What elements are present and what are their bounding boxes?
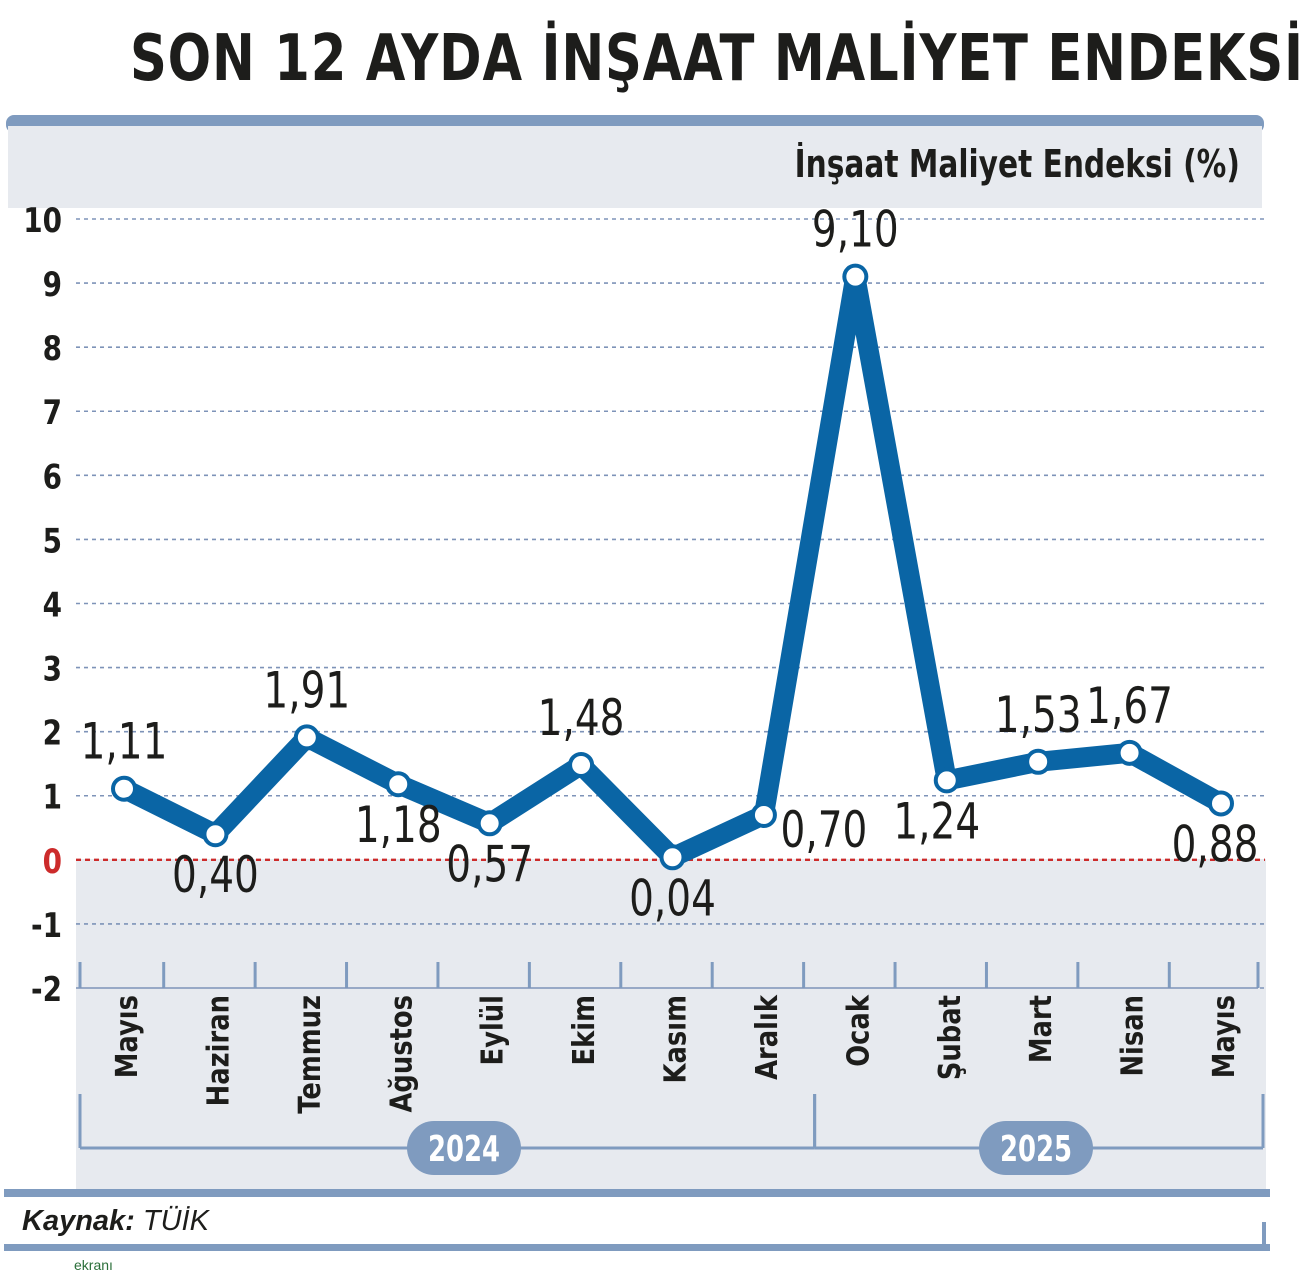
x-tick-label: Nisan <box>1115 995 1150 1077</box>
watermark: ekranı <box>74 1257 113 1273</box>
data-point <box>842 263 869 290</box>
data-label: 1,18 <box>355 795 442 854</box>
y-tick-label: 2 <box>43 714 62 753</box>
y-tick-label: -1 <box>31 906 62 945</box>
x-tick-label: Haziran <box>201 995 236 1106</box>
footer-frame-tick <box>1262 1222 1266 1246</box>
y-tick-label: 3 <box>43 650 62 689</box>
x-tick-label: Ekim <box>566 995 601 1065</box>
series-path <box>114 266 1231 868</box>
chart-frame <box>4 115 1270 1251</box>
data-label: 9,10 <box>812 200 899 259</box>
y-tick-label: 6 <box>43 458 62 497</box>
y-tick-label: 4 <box>43 586 62 625</box>
data-point <box>1025 748 1052 775</box>
data-point <box>111 775 137 802</box>
data-point <box>1208 790 1234 817</box>
x-tick-label: Şubat <box>932 995 967 1080</box>
year-pill <box>407 1121 521 1175</box>
x-tick-label: Eylül <box>475 995 510 1065</box>
data-point <box>293 724 320 751</box>
data-point <box>1116 739 1143 766</box>
gridlines <box>76 218 1265 989</box>
year-pill <box>979 1121 1093 1175</box>
y-tick-label: 0 <box>43 842 62 881</box>
source-value: TÜİK <box>142 1205 209 1237</box>
source-note: Kaynak: TÜİK <box>22 1205 209 1238</box>
data-label: 1,67 <box>1086 676 1173 735</box>
footer-frame-bar <box>4 1244 1270 1251</box>
data-point <box>202 821 229 848</box>
y-tick-label: -2 <box>31 970 62 1009</box>
x-axis-ticks: Mayıs Haziran Temmuz Ağustos Eylül Ekim Kasım A… <box>78 962 1260 1114</box>
data-labels: 1,11 0,40 1,91 1,180,57 1,48 0,04 0,70 9,10 1,24… <box>81 200 1259 928</box>
data-point <box>933 767 960 794</box>
data-points <box>111 263 1234 871</box>
data-label: 1,91 <box>263 661 350 720</box>
x-tick-label: Aralık <box>749 994 784 1080</box>
x-tick-label: Mayıs <box>109 995 144 1078</box>
y-tick-label: 10 <box>23 201 62 240</box>
data-point <box>750 801 777 828</box>
source-label: Kaynak: <box>22 1205 135 1237</box>
y-axis-unit-label: İnşaat Maliyet Endeksi (%) <box>794 142 1240 186</box>
year-groups: 2024 2025 <box>78 1094 1265 1175</box>
x-tick-label: Ocak <box>840 994 875 1067</box>
header-panel <box>8 126 1262 208</box>
x-tick-label: Kasım <box>658 995 693 1083</box>
year-label: 2024 <box>428 1129 500 1170</box>
year-label: 2025 <box>1000 1129 1072 1170</box>
page-title: SON 12 AYDA İNŞAAT MALİYET ENDEKSİ <box>130 22 1300 96</box>
x-tick-label: Mayıs <box>1206 995 1241 1078</box>
data-label: 0,57 <box>446 834 533 893</box>
data-label: 0,40 <box>172 845 259 904</box>
x-tick-label: Temmuz <box>292 995 327 1114</box>
data-point <box>385 771 412 798</box>
bottom-frame-bar <box>4 1189 1270 1197</box>
data-label: 1,53 <box>995 685 1082 744</box>
x-tick-label: Ağustos <box>383 995 418 1113</box>
series-line <box>114 266 1231 868</box>
y-tick-label: 8 <box>43 330 62 369</box>
y-tick-label: 1 <box>43 778 62 817</box>
data-label: 1,24 <box>893 792 980 851</box>
data-point <box>659 844 686 871</box>
data-label: 0,88 <box>1172 815 1259 874</box>
y-tick-label: 9 <box>43 265 62 304</box>
data-label: 1,48 <box>538 688 625 747</box>
data-label: 0,04 <box>629 868 716 927</box>
data-point <box>568 751 595 778</box>
data-point <box>476 810 503 837</box>
x-tick-label: Mart <box>1023 995 1058 1063</box>
data-label: 0,70 <box>781 800 868 859</box>
y-tick-label: 7 <box>43 394 62 433</box>
y-tick-label: 5 <box>43 522 62 561</box>
data-label: 1,11 <box>81 712 168 771</box>
